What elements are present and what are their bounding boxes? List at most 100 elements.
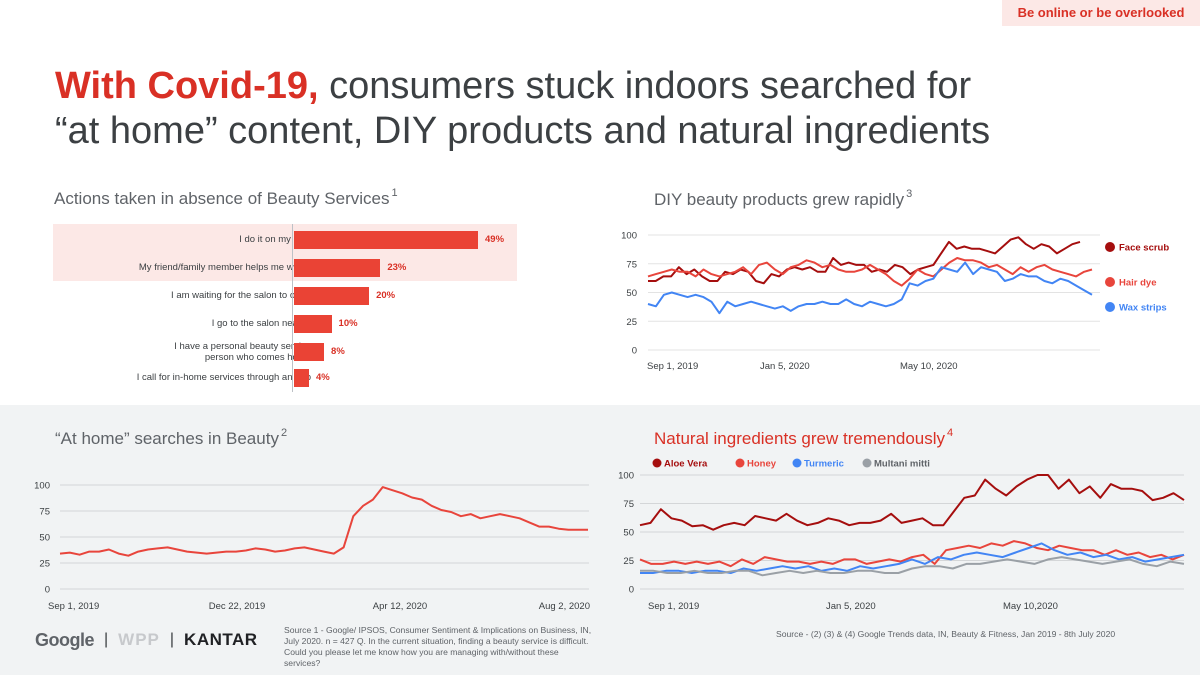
- bottom-band: [0, 405, 1200, 675]
- x-tick-label: May 10, 2020: [900, 361, 958, 372]
- y-tick-label: 75: [626, 259, 637, 270]
- x-tick-label: Sep 1, 2019: [648, 601, 699, 612]
- x-tick-label: Dec 22, 2019: [209, 601, 266, 612]
- source-note-1: Source 1 - Google/ IPSOS, Consumer Senti…: [284, 625, 592, 668]
- title-line1-rest: consumers stuck indoors searched for: [318, 65, 972, 107]
- actions-chart-title: Actions taken in absence of Beauty Servi…: [54, 187, 398, 209]
- y-tick-label: 25: [623, 556, 634, 567]
- legend-marker: [862, 458, 872, 468]
- kantar-logo: KANTAR: [184, 630, 258, 649]
- legend-marker: [1105, 277, 1115, 287]
- legend-label: Multani mitti: [874, 459, 930, 470]
- actions-bar-row: I have a personal beauty service person …: [53, 341, 533, 363]
- legend-marker: [735, 458, 745, 468]
- actions-bar-label: I am waiting for the salon to open: [171, 290, 311, 301]
- legend-label: Turmeric: [804, 459, 844, 470]
- x-tick-label: Apr 12, 2020: [373, 601, 427, 612]
- logo-separator: |: [169, 631, 175, 648]
- x-tick-label: Sep 1, 2019: [647, 361, 698, 372]
- x-tick-label: May 10,2020: [1003, 601, 1058, 612]
- source-note-2: Source - (2) (3) & (4) Google Trends dat…: [776, 629, 1116, 639]
- actions-bar-value: 23%: [387, 262, 407, 273]
- athome-chart-title: “At home” searches in Beauty 2: [55, 427, 288, 449]
- actions-bar: [294, 287, 370, 305]
- series-line-aloe-vera: [639, 474, 1185, 531]
- y-tick-label: 100: [621, 231, 637, 242]
- actions-bar: [294, 369, 310, 387]
- athome-title-text: “At home” searches in Beauty: [55, 429, 279, 448]
- legend-label: Hair dye: [1119, 278, 1157, 289]
- legend-label: Wax strips: [1119, 303, 1167, 314]
- y-tick-label: 50: [626, 288, 637, 299]
- legend-marker: [1105, 302, 1115, 312]
- series-line-wax-strips: [647, 261, 1093, 315]
- partner-logos: Google | WPP | KANTAR: [35, 628, 258, 652]
- y-tick-label: 50: [623, 528, 634, 539]
- actions-bar: [294, 259, 381, 277]
- legend-label: Face scrub: [1119, 243, 1169, 254]
- series-line-turmeric: [640, 542, 1185, 574]
- campaign-tag: Be online or be overlooked: [1002, 0, 1200, 26]
- natural-chart-title: Natural ingredients grew tremendously 4: [654, 427, 954, 449]
- actions-bar-label: I do it on my own: [239, 234, 311, 245]
- actions-bar: [294, 343, 325, 361]
- actions-bar-value: 20%: [376, 290, 396, 301]
- wpp-logo: WPP: [118, 630, 160, 649]
- legend-marker: [652, 458, 662, 468]
- actions-footnote: 1: [391, 187, 398, 199]
- y-tick-label: 100: [618, 471, 634, 482]
- y-tick-label: 75: [39, 507, 50, 518]
- y-tick-label: 25: [39, 559, 50, 570]
- y-tick-label: 0: [629, 585, 634, 596]
- actions-axis: [292, 224, 293, 392]
- actions-title-text: Actions taken in absence of Beauty Servi…: [54, 189, 390, 208]
- y-tick-label: 0: [632, 346, 637, 357]
- actions-bar-value: 49%: [485, 234, 505, 245]
- y-tick-label: 50: [39, 533, 50, 544]
- x-tick-label: Jan 5, 2020: [826, 601, 876, 612]
- natural-footnote: 4: [947, 427, 954, 439]
- actions-bar-label: I have a personal beauty service person …: [174, 341, 311, 363]
- legend-label: Honey: [747, 459, 777, 470]
- x-tick-label: Aug 2, 2020: [539, 601, 590, 612]
- athome-footnote: 2: [280, 427, 288, 439]
- actions-bar-value: 10%: [338, 318, 358, 329]
- actions-bar-row: I go to the salon nearby 10%: [53, 314, 533, 334]
- diy-line-chart: 100 75 50 25 0 Sep 1, 2019 Jan 5, 2020 May 10, …: [621, 231, 1169, 373]
- natural-line-chart: 100 75 50 25 0 Sep 1, 2019 Jan 5, 2020 May 10,2…: [618, 458, 1185, 612]
- diy-chart-title: DIY beauty products grew rapidly 3: [654, 188, 913, 210]
- natural-title-text: Natural ingredients grew tremendously: [654, 429, 946, 448]
- page-title: With Covid-19, consumers stuck indoors s…: [55, 64, 990, 154]
- diy-title-text: DIY beauty products grew rapidly: [654, 190, 905, 209]
- actions-bar-row: I am waiting for the salon to open 20%: [53, 286, 533, 306]
- series-line-honey: [639, 540, 1185, 568]
- title-highlight: With Covid-19,: [55, 65, 319, 107]
- diy-footnote: 3: [906, 188, 913, 200]
- series-line-hair-dye: [647, 257, 1093, 287]
- series-line-face-scrub: [648, 236, 1081, 285]
- actions-bar-row: I call for in-home services through an a…: [53, 368, 533, 388]
- athome-line-chart: 100 75 50 25 0 Sep 1, 2019 Dec 22, 2019 Apr 12,…: [34, 481, 590, 613]
- x-tick-label: Jan 5, 2020: [760, 361, 810, 372]
- google-logo: Google: [35, 629, 95, 650]
- title-line2: “at home” content, DIY products and natu…: [55, 110, 991, 152]
- actions-bar-label: I go to the salon nearby: [211, 318, 311, 329]
- actions-bar-row: My friend/family member helps me with it…: [53, 258, 533, 278]
- actions-bar-value: 4%: [316, 372, 330, 383]
- logo-separator: |: [104, 631, 109, 648]
- actions-bar-row: I do it on my own 49%: [53, 230, 533, 250]
- y-tick-label: 0: [45, 585, 50, 596]
- x-tick-label: Sep 1, 2019: [48, 601, 99, 612]
- actions-bar: [294, 231, 478, 249]
- actions-bar-label: I call for in-home services through an a…: [136, 372, 311, 383]
- series-line-multani-mitti: [640, 556, 1185, 577]
- y-tick-label: 25: [626, 317, 637, 328]
- y-tick-label: 75: [623, 499, 634, 510]
- series-line-at-home: [59, 486, 588, 557]
- actions-bar: [294, 315, 332, 333]
- legend-label: Aloe Vera: [664, 459, 708, 470]
- legend-marker: [792, 458, 802, 468]
- legend-marker: [1105, 242, 1115, 252]
- actions-bar-value: 8%: [331, 346, 345, 357]
- actions-bar-label: My friend/family member helps me with it: [138, 262, 311, 273]
